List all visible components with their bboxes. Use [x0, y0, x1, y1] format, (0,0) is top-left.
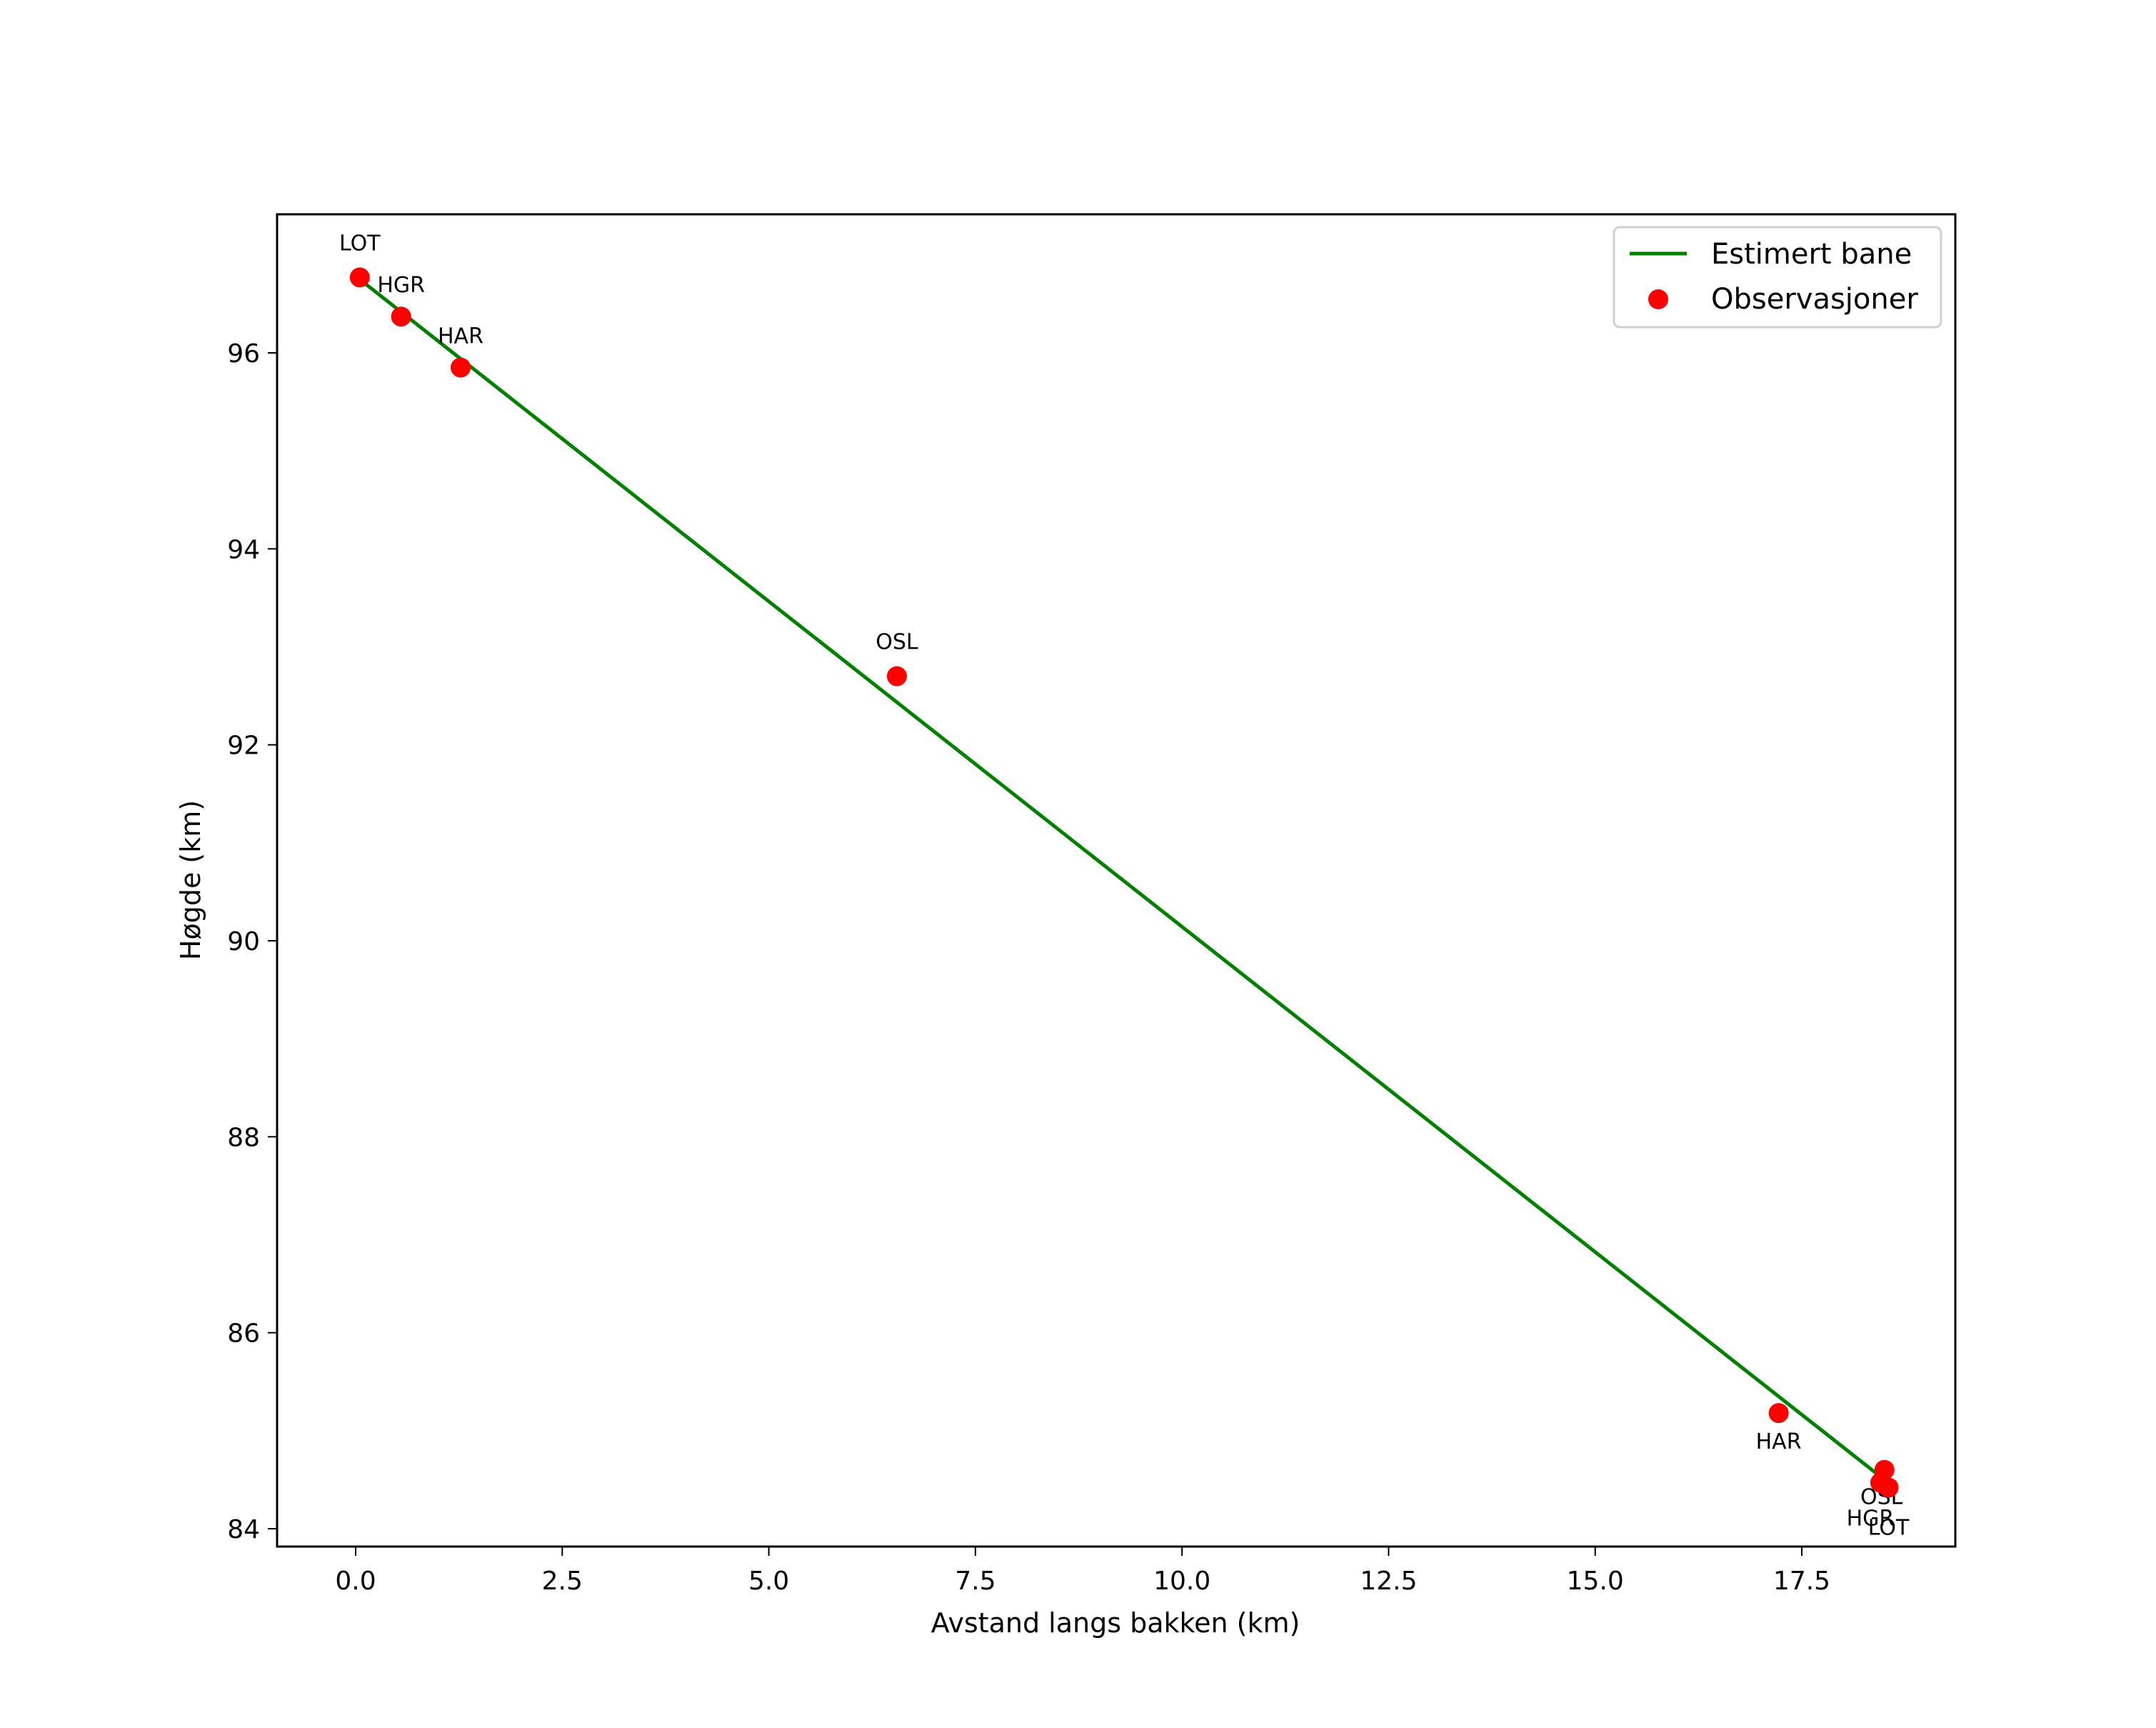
y-tick-label: 92 — [227, 731, 260, 761]
legend-label-scatter: Observasjoner — [1711, 283, 1918, 316]
x-tick-label: 10.0 — [1153, 1567, 1210, 1596]
legend-box — [1613, 226, 1942, 329]
y-tick-label: 86 — [227, 1319, 260, 1349]
observation-label: OSL — [876, 630, 918, 655]
legend-label-line: Estimert bane — [1711, 238, 1912, 271]
y-tick-label: 96 — [227, 339, 260, 369]
legend-circle-icon — [1648, 289, 1668, 309]
observation-label: HAR — [438, 324, 483, 349]
observation-label: HGR — [377, 273, 425, 298]
x-tick-label: 2.5 — [542, 1567, 583, 1596]
y-tick-label: 90 — [227, 927, 260, 957]
observation-point — [450, 357, 471, 378]
y-tick-label: 84 — [227, 1515, 260, 1544]
x-tick-label: 7.5 — [955, 1567, 996, 1596]
x-tick-label: 15.0 — [1567, 1567, 1624, 1596]
x-tick-label: 17.5 — [1773, 1567, 1830, 1596]
y-axis: 84 86 88 90 92 94 96 — [227, 339, 277, 1544]
x-axis: 0.0 2.5 5.0 7.5 10.0 12.5 15.0 17.5 — [335, 1547, 1830, 1596]
x-tick-label: 5.0 — [748, 1567, 789, 1596]
x-axis-label: Avstand langs bakken (km) — [931, 1607, 1300, 1639]
x-tick-label: 12.5 — [1360, 1567, 1417, 1596]
axes-frame — [276, 213, 1957, 1548]
x-tick-label: 0.0 — [335, 1567, 376, 1596]
observation-point — [349, 267, 370, 288]
observation-point — [1878, 1477, 1899, 1498]
trajectory-line — [359, 278, 1886, 1482]
observation-point — [1768, 1403, 1789, 1424]
observation-label: LOT — [339, 231, 381, 256]
observation-point — [391, 306, 411, 327]
y-axis-label: Høgde (km) — [175, 800, 206, 960]
observation-label: HGR — [1847, 1507, 1895, 1532]
y-tick-label: 94 — [227, 535, 260, 564]
legend: Estimert bane Observasjoner — [1613, 226, 1942, 329]
y-tick-label: 88 — [227, 1123, 260, 1152]
observation-label: HAR — [1756, 1429, 1802, 1454]
observation-label: LOT — [1868, 1515, 1910, 1540]
observation-point — [886, 666, 907, 686]
